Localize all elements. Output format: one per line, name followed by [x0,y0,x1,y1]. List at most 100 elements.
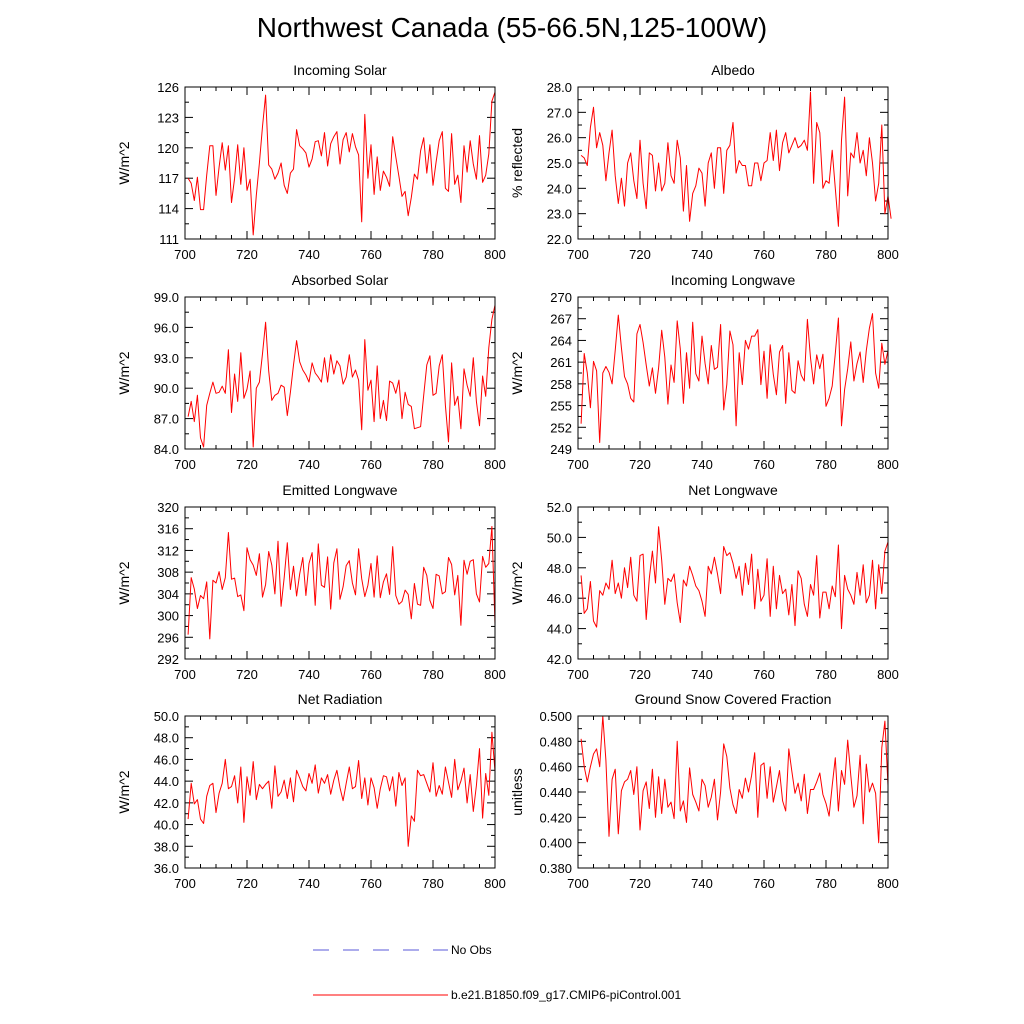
incoming-solar-plot-frame [184,86,496,240]
emitted-longwave-xtick-label: 720 [236,667,258,682]
incoming-longwave-ytick-label: 264 [550,333,572,348]
absorbed-solar-ytick-label: 84.0 [154,442,179,457]
absorbed-solar-ytick-label: 99.0 [154,290,179,305]
incoming-longwave-ylabel: W/m^2 [509,351,525,394]
incoming-solar-ytick-label: 114 [158,202,179,217]
emitted-longwave-xtick-label: 700 [174,667,196,682]
albedo-xtick-label: 720 [629,247,651,262]
net-radiation-ytick-label: 42.0 [154,796,179,811]
incoming-solar-xtick-label: 800 [484,247,506,262]
incoming-longwave-ytick-label: 261 [550,355,572,370]
ground-snow-covered-fraction-chart: Ground Snow Covered Fraction unitless 0.38… [509,691,899,891]
albedo-series-line [580,91,892,227]
net-longwave-xtick-label: 780 [815,667,837,682]
absorbed-solar-chart: Absorbed Solar W/m^2 84.0 87.0 90.0 93.0 96.0 9… [116,272,506,472]
absorbed-solar-xtick-label: 780 [422,457,444,472]
ground-snow-covered-fraction-ytick-label: 0.500 [539,709,572,724]
net-radiation-plot-frame [184,715,496,869]
incoming-solar-ytick-label: 126 [157,80,179,95]
incoming-solar-xtick-label: 780 [422,247,444,262]
albedo-ytick-label: 28.0 [547,80,572,95]
emitted-longwave-plot-frame [184,506,496,660]
incoming-longwave-xtick-label: 800 [877,457,899,472]
absorbed-solar-xtick-label: 720 [236,457,258,472]
net-longwave-xtick-label: 740 [691,667,713,682]
albedo-ytick-label: 27.0 [547,105,572,120]
incoming-longwave-xtick-label: 780 [815,457,837,472]
albedo-xtick-label: 740 [691,247,713,262]
absorbed-solar-ytick-label: 93.0 [154,351,179,366]
emitted-longwave-xtick-label: 740 [298,667,320,682]
page-title: Northwest Canada (55-66.5N,125-100W) [256,12,768,43]
albedo-xtick-label: 780 [815,247,837,262]
ground-snow-covered-fraction-xtick-label: 760 [753,876,775,891]
net-longwave-xtick-label: 700 [567,667,589,682]
legend-model-label: b.e21.B1850.f09_g17.CMIP6-piControl.001 [451,988,681,1002]
net-longwave-title: Net Longwave [688,482,778,498]
incoming-longwave-plot-frame [577,296,889,450]
net-longwave-ytick-label: 52.0 [547,500,572,515]
absorbed-solar-series-line [187,304,496,448]
net-radiation-series-line [187,731,496,847]
absorbed-solar-plot-frame [184,296,496,450]
incoming-longwave-ytick-label: 252 [550,420,572,435]
net-radiation-ytick-label: 40.0 [154,818,179,833]
ground-snow-covered-fraction-xtick-label: 740 [691,876,713,891]
ground-snow-covered-fraction-plot-frame [577,715,889,869]
emitted-longwave-ytick-label: 312 [157,543,179,558]
incoming-solar-title: Incoming Solar [293,62,387,78]
emitted-longwave-xtick-label: 760 [360,667,382,682]
absorbed-solar-ylabel: W/m^2 [116,351,132,394]
net-radiation-xtick-label: 780 [422,876,444,891]
albedo-chart: Albedo % reflected 22.0 23.0 24.0 25.0 26.0 27.… [509,62,899,262]
net-longwave-plot-frame [577,506,889,660]
net-radiation-ytick-label: 38.0 [154,839,179,854]
net-radiation-xtick-label: 760 [360,876,382,891]
incoming-solar-ytick-label: 120 [157,141,179,156]
emitted-longwave-series-line [187,526,496,640]
net-longwave-ytick-label: 50.0 [547,530,572,545]
albedo-plot-frame [577,86,889,240]
absorbed-solar-xtick-label: 740 [298,457,320,472]
emitted-longwave-ylabel: W/m^2 [116,561,132,604]
legend: No Obs b.e21.B1850.f09_g17.CMIP6-piContro… [313,943,681,1002]
net-radiation-ytick-label: 50.0 [154,709,179,724]
ground-snow-covered-fraction-ytick-label: 0.460 [539,760,572,775]
ground-snow-covered-fraction-ytick-label: 0.480 [539,734,572,749]
incoming-solar-xtick-label: 740 [298,247,320,262]
emitted-longwave-ytick-label: 292 [157,652,179,667]
absorbed-solar-title: Absorbed Solar [292,272,389,288]
emitted-longwave-chart: Emitted Longwave W/m^2 292 296 300 304 308 312 3… [116,482,506,682]
emitted-longwave-ytick-label: 296 [157,630,179,645]
absorbed-solar-xtick-label: 700 [174,457,196,472]
emitted-longwave-ytick-label: 308 [157,565,179,580]
net-longwave-ytick-label: 42.0 [547,652,572,667]
ground-snow-covered-fraction-ytick-label: 0.400 [539,836,572,851]
emitted-longwave-ytick-label: 316 [157,522,179,537]
net-radiation-xtick-label: 800 [484,876,506,891]
ground-snow-covered-fraction-xtick-label: 800 [877,876,899,891]
ground-snow-covered-fraction-ylabel: unitless [509,768,525,815]
albedo-ytick-label: 25.0 [547,156,572,171]
net-radiation-title: Net Radiation [298,691,383,707]
net-radiation-ylabel: W/m^2 [116,770,132,813]
absorbed-solar-ytick-label: 87.0 [154,412,179,427]
absorbed-solar-xtick-label: 800 [484,457,506,472]
net-longwave-xtick-label: 800 [877,667,899,682]
net-radiation-ytick-label: 48.0 [154,731,179,746]
net-radiation-xtick-label: 720 [236,876,258,891]
absorbed-solar-ytick-label: 96.0 [154,320,179,335]
incoming-longwave-ytick-label: 255 [550,399,572,414]
emitted-longwave-xtick-label: 800 [484,667,506,682]
albedo-ytick-label: 24.0 [547,181,572,196]
albedo-ytick-label: 26.0 [547,131,572,146]
net-longwave-xtick-label: 760 [753,667,775,682]
albedo-ytick-label: 22.0 [547,232,572,247]
net-radiation-ytick-label: 44.0 [154,774,179,789]
incoming-solar-ytick-label: 123 [157,110,179,125]
legend-obs-label: No Obs [451,943,492,957]
incoming-longwave-series-line [580,313,889,443]
incoming-longwave-ytick-label: 267 [550,312,572,327]
net-longwave-chart: Net Longwave W/m^2 42.0 44.0 46.0 48.0 50.0 52.… [509,482,899,682]
